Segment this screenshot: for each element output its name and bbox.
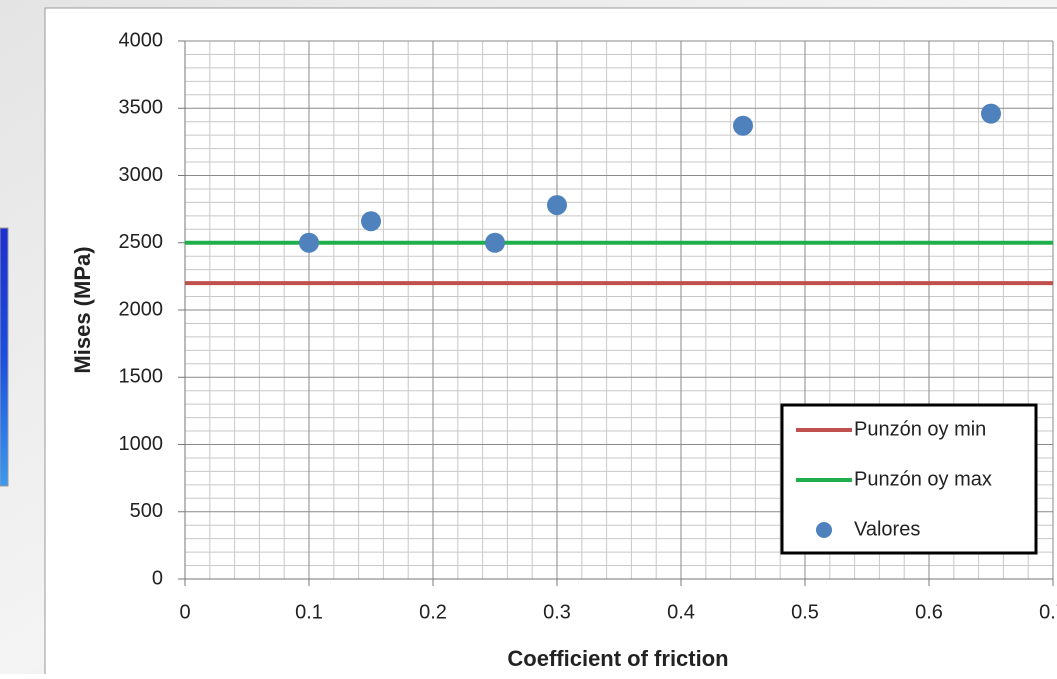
x-axis-title: Coefficient of friction: [507, 646, 728, 671]
point: [547, 195, 567, 215]
x-tick-label: 0.5: [791, 601, 819, 623]
x-tick-label: 0.6: [915, 601, 943, 623]
y-axis-title: Mises (MPa): [70, 246, 95, 373]
y-tick-label: 1000: [119, 433, 164, 455]
y-tick-label: 2000: [119, 298, 164, 320]
y-tick-label: 3000: [119, 164, 164, 186]
x-tick-label: 0: [179, 601, 190, 623]
x-tick-label: 0.3: [543, 601, 571, 623]
chart: Mises (MPa) Coefficient of friction 0 500…: [0, 0, 1057, 674]
point: [299, 233, 319, 253]
legend-label: Punzón oy min: [854, 418, 986, 440]
legend-swatch: [816, 522, 832, 538]
point: [733, 116, 753, 136]
x-tick-label: 0.4: [667, 601, 695, 623]
y-tick-label: 500: [130, 500, 163, 522]
page: Mises (MPa) Coefficient of friction 0 500…: [0, 0, 1057, 674]
side-widget: [0, 228, 8, 486]
point: [981, 104, 1001, 124]
y-tick-label: 4000: [119, 29, 164, 51]
y-tick-label: 3500: [119, 97, 164, 119]
legend-label: Punzón oy max: [854, 468, 992, 490]
point: [485, 233, 505, 253]
x-tick-label: 0.7: [1039, 601, 1057, 623]
y-tick-label: 2500: [119, 231, 164, 253]
y-tick-label: 0: [152, 567, 163, 589]
point: [361, 211, 381, 231]
y-tick-label: 1500: [119, 366, 164, 388]
legend-label: Valores: [854, 518, 920, 540]
x-tick-label: 0.1: [295, 601, 323, 623]
x-tick-label: 0.2: [419, 601, 447, 623]
